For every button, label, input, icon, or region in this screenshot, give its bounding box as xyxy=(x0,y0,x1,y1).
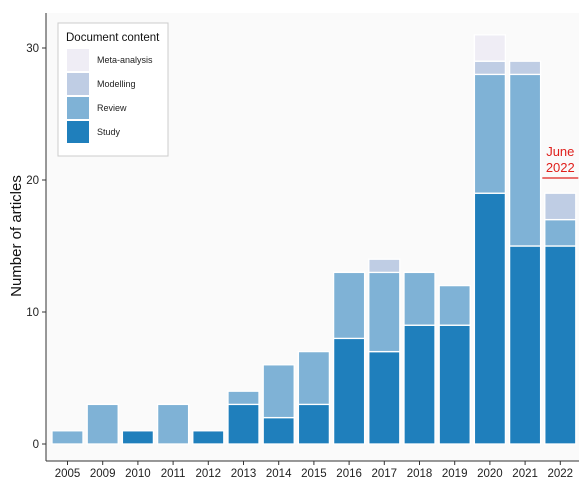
legend: Document content Meta-analysis Modelling R… xyxy=(57,22,169,157)
x-tick-label: 2011 xyxy=(161,468,186,480)
bars-layer xyxy=(51,34,577,445)
x-tick-label: 2010 xyxy=(125,468,151,480)
y-axis-title: Number of articles xyxy=(8,175,25,297)
legend-label-study: Study xyxy=(97,127,121,137)
y-tick-label: 20 xyxy=(26,175,39,187)
bar-review-2005 xyxy=(51,430,84,445)
bar-review-2009 xyxy=(86,403,119,445)
x-tick-label: 2021 xyxy=(512,468,538,480)
legend-label-review: Review xyxy=(97,103,127,113)
bar-review-2014 xyxy=(262,364,295,419)
bar-review-2013 xyxy=(227,390,260,406)
bar-modelling-2020 xyxy=(473,60,507,76)
bar-study-2010 xyxy=(121,430,155,445)
x-tick-label: 2015 xyxy=(301,468,327,480)
x-tick-label: 2012 xyxy=(196,468,222,480)
x-tick-label: 2022 xyxy=(548,468,574,480)
bar-study-2020 xyxy=(473,192,507,445)
bar-study-2012 xyxy=(192,430,225,445)
legend-label-meta-analysis: Meta-analysis xyxy=(97,55,153,65)
bar-review-2020 xyxy=(473,73,507,194)
y-axis: 0 10 20 30 xyxy=(26,43,46,451)
legend-key-review xyxy=(67,97,89,119)
x-tick-label: 2014 xyxy=(266,468,292,480)
legend-title: Document content xyxy=(66,32,160,44)
bar-study-2017 xyxy=(368,350,401,445)
legend-key-study xyxy=(67,121,89,143)
bar-review-2019 xyxy=(438,284,471,326)
bar-modelling-2017 xyxy=(368,258,401,274)
bar-modelling-2022 xyxy=(544,192,577,221)
bar-study-2015 xyxy=(297,403,331,445)
annotation-text: June xyxy=(546,144,574,159)
bar-review-2011 xyxy=(156,403,190,445)
y-tick-label: 0 xyxy=(33,439,39,451)
y-tick-label: 30 xyxy=(26,43,39,55)
bar-review-2016 xyxy=(332,271,366,340)
x-tick-label: 2005 xyxy=(55,468,81,480)
bar-study-2018 xyxy=(403,324,436,445)
x-tick-label: 2018 xyxy=(407,468,433,480)
bar-review-2015 xyxy=(297,350,331,406)
bar-review-2018 xyxy=(403,271,436,326)
annotation-text: 2022 xyxy=(546,160,575,175)
legend-label-modelling: Modelling xyxy=(97,79,136,89)
bar-study-2014 xyxy=(262,416,295,445)
bar-review-2021 xyxy=(508,73,542,247)
bar-study-2016 xyxy=(332,337,366,445)
bar-study-2013 xyxy=(227,403,260,445)
x-tick-label: 2019 xyxy=(442,468,468,480)
bar-review-2017 xyxy=(368,271,401,353)
bar-review-2022 xyxy=(544,218,577,247)
x-tick-label: 2009 xyxy=(90,468,116,480)
legend-items: Meta-analysis Modelling Review Study xyxy=(67,49,153,143)
legend-key-modelling xyxy=(67,73,89,95)
x-tick-label: 2016 xyxy=(336,468,362,480)
y-tick-label: 10 xyxy=(26,307,39,319)
bar-modelling-2021 xyxy=(508,60,542,76)
bar-study-2019 xyxy=(438,324,471,445)
x-tick-label: 2017 xyxy=(372,468,398,480)
x-tick-label: 2013 xyxy=(231,468,257,480)
legend-key-meta-analysis xyxy=(67,49,89,71)
bar-meta-analysis-2020 xyxy=(473,34,507,62)
x-tick-label: 2020 xyxy=(477,468,503,480)
bar-study-2022 xyxy=(544,245,577,445)
x-axis: 2005 2009 2010 2011 2012 2013 2014 2015 2016 2017… xyxy=(55,461,573,480)
bar-study-2021 xyxy=(508,245,542,445)
